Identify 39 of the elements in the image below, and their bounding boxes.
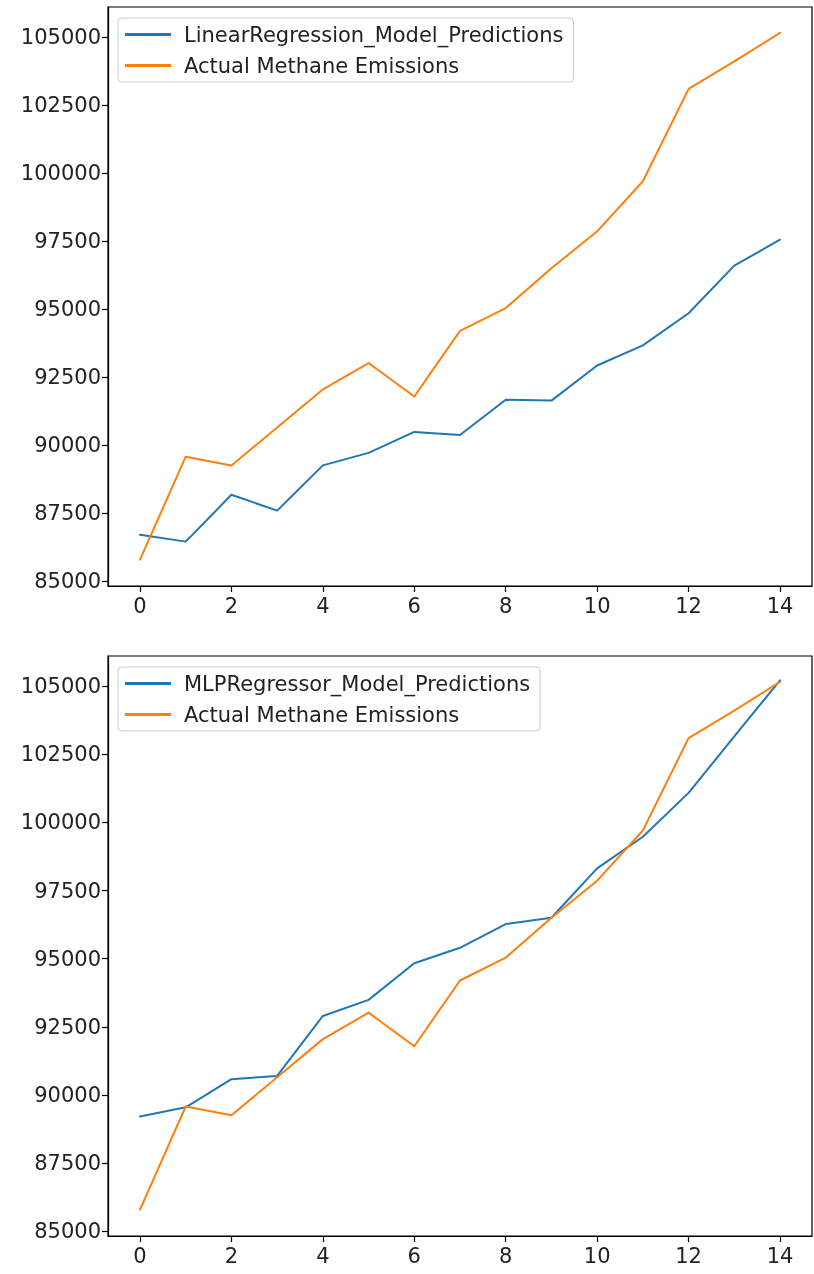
y-tick-label: 95000 [34,946,101,971]
x-tick-label: 12 [675,1243,702,1268]
x-tick-label: 12 [675,593,702,618]
x-tick-label: 2 [224,593,239,618]
x-tick-label: 8 [499,1243,513,1268]
y-tick-label: 87500 [34,1151,101,1176]
y-tick-label: 102500 [20,93,101,117]
x-tick-label: 6 [407,593,421,618]
x-tick-label: 14 [766,1243,794,1268]
x-tick-label: 10 [583,593,611,618]
y-tick-label: 102500 [20,742,101,767]
x-tick-label: 0 [133,1243,147,1268]
y-tick-label: 92500 [34,365,101,390]
x-tick-label: 14 [766,593,794,618]
y-tick-label: 85000 [34,569,101,594]
x-tick-label: 4 [316,593,330,618]
legend-label: MLPRegressor_Model_Predictions [184,671,531,697]
legend-label: Actual Methane Emissions [184,53,460,78]
y-tick-label: 105000 [20,674,101,698]
x-tick-label: 10 [583,1243,611,1268]
y-tick-label: 95000 [34,297,101,322]
y-tick-label: 90000 [34,1083,101,1108]
x-tick-label: 2 [224,1243,239,1268]
y-tick-label: 97500 [34,229,101,254]
y-tick-label: 92500 [34,1014,101,1039]
line-series [139,238,781,543]
legend-label: LinearRegression_Model_Predictions [184,22,564,48]
y-tick-label: 97500 [34,878,101,903]
x-tick-label: 0 [133,593,147,618]
x-tick-label: 8 [499,593,513,618]
y-tick-label: 87500 [34,501,101,526]
y-tick-label: 100000 [20,810,101,835]
y-tick-label: 85000 [34,1219,101,1244]
y-tick-label: 100000 [20,161,101,186]
x-tick-label: 4 [316,1243,330,1268]
x-tick-label: 6 [407,1243,421,1268]
y-tick-label: 90000 [34,433,101,458]
y-tick-label: 105000 [20,24,101,49]
legend-label: Actual Methane Emissions [184,702,460,727]
